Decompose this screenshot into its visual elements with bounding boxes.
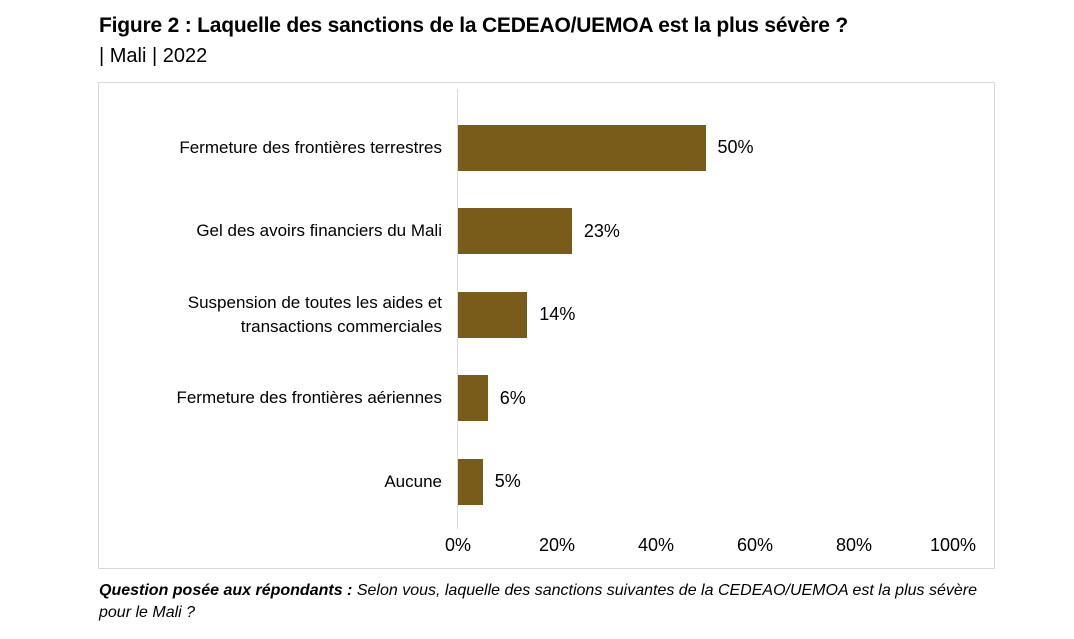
category-label: Aucune <box>384 471 442 491</box>
value-label: 23% <box>583 220 620 241</box>
y-axis-line <box>457 89 458 529</box>
bar-row: Fermeture des frontières aériennes 6% <box>99 357 994 441</box>
bar-row: Fermeture des frontières terrestres 50% <box>99 106 994 190</box>
bar <box>458 291 528 338</box>
bar-rows: Fermeture des frontières terrestres 50% Ge… <box>99 106 994 524</box>
x-axis-tick: 60% <box>736 535 774 555</box>
question-note: Question posée aux répondants : Selon vo… <box>99 580 984 624</box>
bar <box>458 124 706 171</box>
question-note-text: Selon vous, laquelle des sanctions suiva… <box>99 582 977 622</box>
bar-row: Gel des avoirs financiers du Mali 23% <box>99 190 994 274</box>
x-axis-tick: 20% <box>538 535 576 555</box>
bar-row: Suspension de toutes les aides et transa… <box>99 273 994 357</box>
chart-area: Fermeture des frontières terrestres 50% Ge… <box>98 82 995 569</box>
bar <box>458 458 483 505</box>
x-axis: 0% 20% 40% 60% 80% 100% <box>99 535 994 561</box>
bar <box>458 375 488 422</box>
figure-subtitle: | Mali | 2022 <box>99 45 208 67</box>
value-label: 50% <box>717 137 754 158</box>
category-label: Fermeture des frontières terrestres <box>179 137 442 157</box>
figure-title: Figure 2 : Laquelle des sanctions de la … <box>99 14 849 37</box>
x-axis-tick: 80% <box>835 535 873 555</box>
x-axis-tick: 40% <box>637 535 675 555</box>
x-axis-tick: 0% <box>444 535 472 555</box>
category-label: Suspension de toutes les aides et transa… <box>187 292 442 336</box>
value-label: 5% <box>494 471 521 492</box>
bar <box>458 208 572 255</box>
question-note-label: Question posée aux répondants : <box>99 582 353 599</box>
value-label: 6% <box>499 387 526 408</box>
category-label: Fermeture des frontières aériennes <box>176 388 442 408</box>
category-label: Gel des avoirs financiers du Mali <box>196 221 442 241</box>
value-label: 14% <box>539 304 576 325</box>
bar-row: Aucune 5% <box>99 440 994 524</box>
x-axis-tick: 100% <box>929 535 977 555</box>
